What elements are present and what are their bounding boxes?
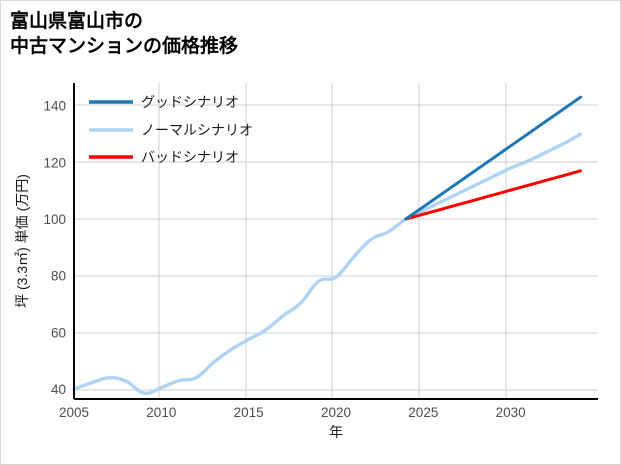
page-title: 富山県富山市の 中古マンションの価格推移: [10, 11, 239, 58]
grid-vertical: [73, 83, 507, 399]
y-tick-label: 100: [43, 212, 66, 227]
x-axis-tick-labels: 2005 2010 2015 2020 2025 2030: [59, 405, 526, 420]
legend-label-normal: ノーマルシナリオ: [141, 122, 253, 138]
series-line-normal: [72, 132, 583, 395]
chart-legend: グッドシナリオ ノーマルシナリオ バッドシナリオ: [89, 94, 253, 165]
legend-label-good: グッドシナリオ: [141, 94, 239, 110]
x-tick-label: 2015: [234, 405, 264, 420]
x-tick-label: 2005: [59, 405, 89, 420]
series-line-good: [404, 95, 583, 221]
y-tick-label: 40: [51, 382, 66, 397]
y-axis-tick-labels: 40 60 80 100 120 140: [43, 99, 66, 397]
grid-horizontal: [74, 104, 598, 391]
y-tick-label: 120: [43, 155, 66, 170]
y-axis-title: 坪 (3.3㎡) 単価 (万円): [14, 174, 30, 308]
y-tick-label: 60: [51, 325, 66, 340]
y-tick-label: 80: [51, 269, 66, 284]
axis-spines: [73, 83, 598, 400]
x-tick-label: 2010: [146, 405, 176, 420]
x-tick-label: 2030: [496, 405, 526, 420]
x-axis-title: 年: [329, 424, 343, 440]
legend-label-bad: バッドシナリオ: [141, 149, 239, 165]
x-tick-label: 2025: [408, 405, 438, 420]
series-layer: [72, 95, 583, 395]
series-line-bad: [404, 169, 583, 221]
x-tick-label: 2020: [321, 405, 351, 420]
y-tick-label: 140: [43, 99, 66, 114]
